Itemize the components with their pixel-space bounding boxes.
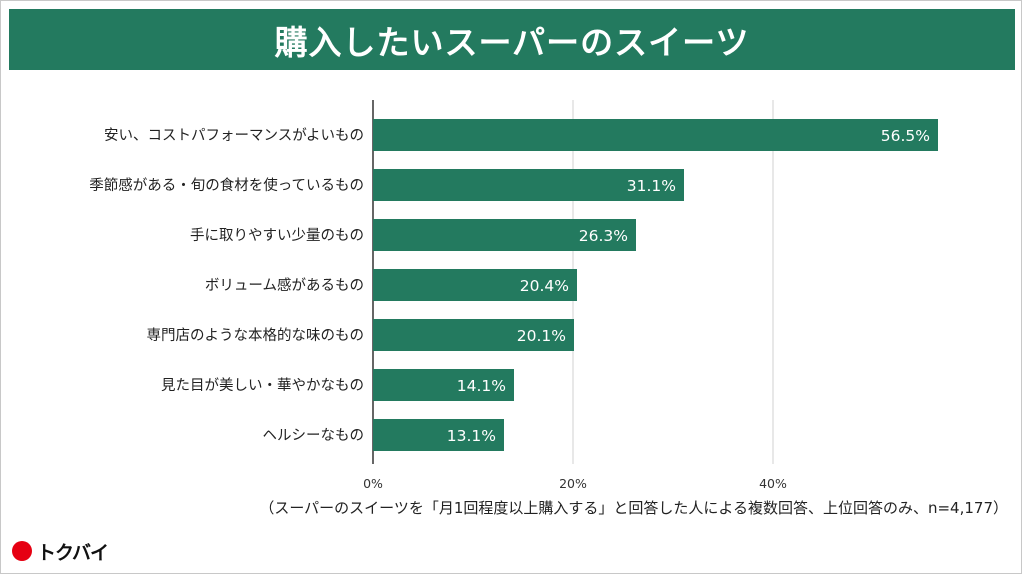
data-label: 56.5% — [881, 127, 930, 145]
title-bar: 購入したいスーパーのスイーツ — [9, 9, 1015, 70]
data-label: 13.1% — [447, 427, 496, 445]
x-tick-label: 0% — [363, 476, 383, 491]
category-label: 安い、コストパフォーマンスがよいもの — [104, 127, 364, 144]
category-label: 季節感がある・旬の食材を使っているもの — [89, 176, 364, 194]
bar — [373, 319, 574, 351]
x-tick-label: 40% — [759, 476, 787, 491]
x-tick-label: 20% — [559, 476, 587, 491]
category-label: ボリューム感があるもの — [205, 277, 364, 294]
category-label: 見た目が美しい・華やかなもの — [161, 377, 364, 394]
value-labels: 56.5% 31.1% 26.3% 20.4% 20.1% 14.1% 13.1% — [447, 127, 930, 445]
logo-text: トクバイ — [37, 541, 109, 564]
bar — [373, 269, 577, 301]
data-label: 31.1% — [627, 177, 676, 195]
category-label: 手に取りやすい少量のもの — [190, 227, 364, 244]
data-label: 14.1% — [457, 377, 506, 395]
brand-logo: トクバイ — [12, 538, 109, 564]
bar — [373, 119, 938, 151]
data-label: 26.3% — [579, 227, 628, 245]
bar — [373, 169, 684, 201]
bars — [373, 119, 938, 451]
data-label: 20.4% — [520, 277, 569, 295]
red-circle-icon — [12, 541, 32, 561]
bar — [373, 369, 514, 401]
x-axis-ticks: 0% 20% 40% — [363, 476, 787, 491]
bar — [373, 419, 504, 451]
page-title: 購入したいスーパーのスイーツ — [274, 22, 750, 62]
category-labels: 安い、コストパフォーマンスがよいもの季節感がある・旬の食材を使っているもの手に取… — [89, 127, 364, 444]
category-label: 専門店のような本格的な味のもの — [147, 327, 365, 344]
bar — [373, 219, 636, 251]
category-label: ヘルシーなもの — [263, 427, 365, 444]
footnote: （スーパーのスイーツを「月1回程度以上購入する」と回答した人による複数回答、上位… — [259, 499, 1008, 517]
data-label: 20.1% — [517, 327, 566, 345]
